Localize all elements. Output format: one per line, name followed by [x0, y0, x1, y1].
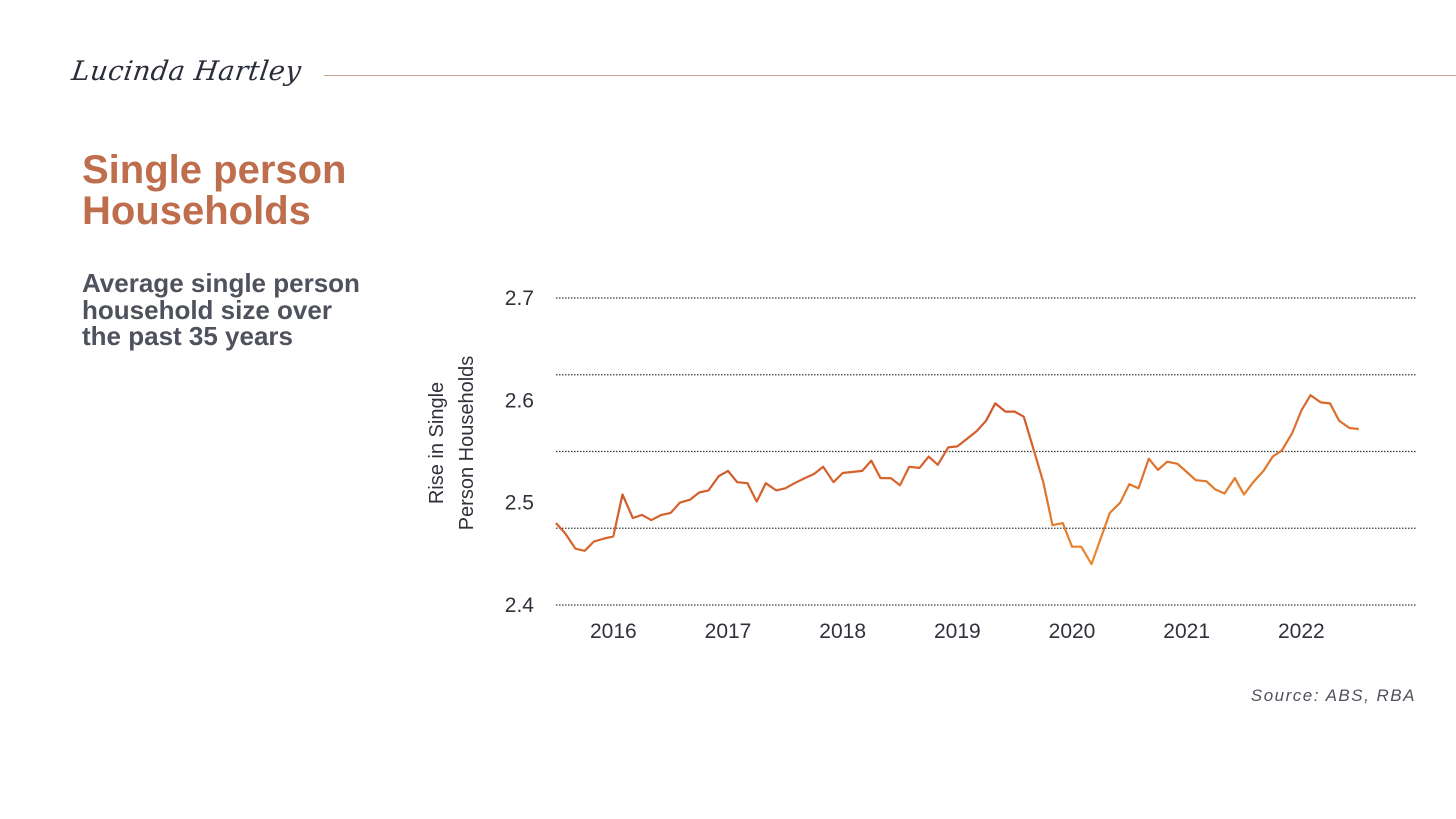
header-divider	[324, 75, 1456, 76]
x-tick-label: 2019	[934, 620, 981, 643]
x-tick-label: 2016	[590, 620, 637, 643]
y-tick-label: 2.7	[505, 287, 534, 310]
x-tick-label: 2021	[1163, 620, 1210, 643]
source-caption: Source: ABS, RBA	[1250, 686, 1416, 705]
y-tick-label: 2.5	[505, 492, 534, 515]
series-line	[555, 394, 1359, 566]
brand-signature: Lucinda Hartley	[69, 56, 304, 87]
x-tick-label: 2017	[705, 620, 752, 643]
y-axis-label-line-1: Rise in Single	[426, 382, 448, 504]
line-chart: 2.7 2.6 2.5 2.4 2016 2017 2018 2019 2020 2021 202…	[426, 287, 1416, 643]
page-subtitle: Average single person household size ove…	[82, 268, 360, 351]
x-tick-label: 2018	[819, 620, 866, 643]
page-title: Single person Households	[82, 148, 347, 233]
chart-container: 2.7 2.6 2.5 2.4 2016 2017 2018 2019 2020 2021 202…	[400, 270, 1456, 700]
y-tick-label: 2.4	[505, 594, 535, 617]
x-tick-label: 2020	[1049, 620, 1096, 643]
x-tick-label: 2022	[1278, 620, 1325, 643]
y-axis-label-line-2: Person Households	[456, 356, 478, 531]
y-tick-label: 2.6	[505, 389, 534, 412]
